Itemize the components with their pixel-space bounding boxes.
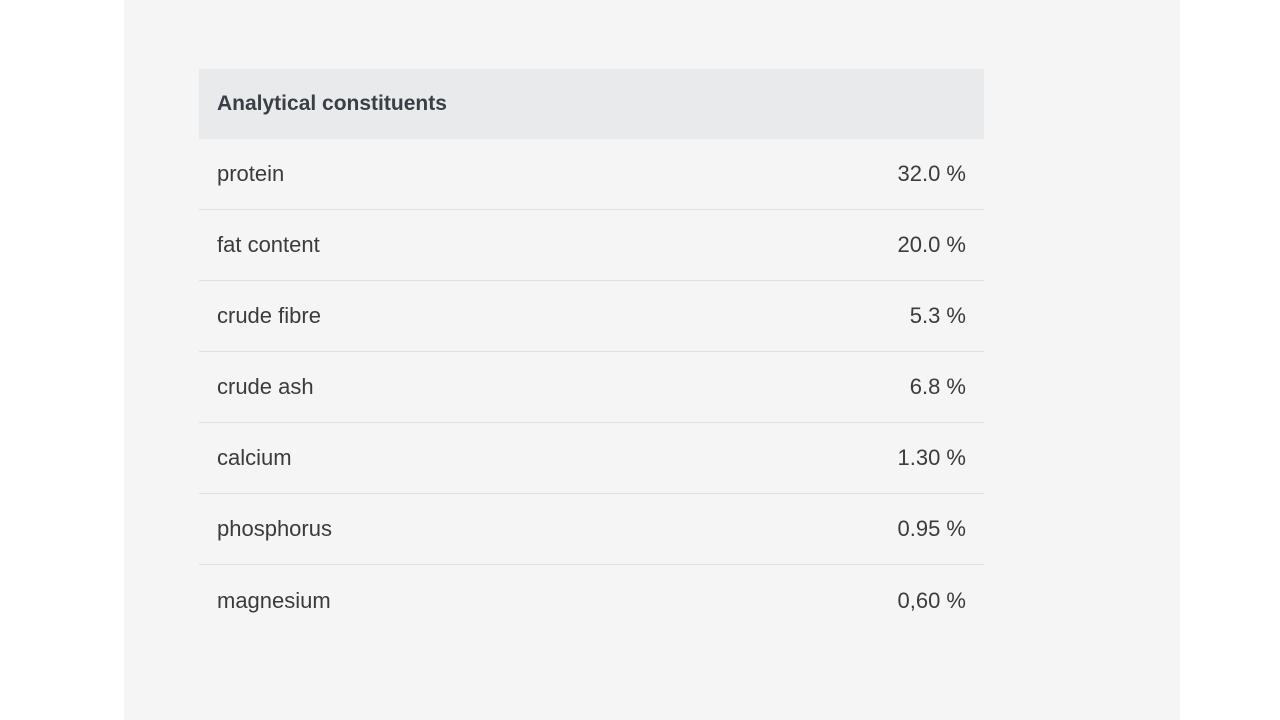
row-name: fat content — [217, 232, 320, 257]
content-panel: Analytical constituents protein 32.0 % f… — [124, 0, 1180, 720]
row-value: 32.0 % — [897, 161, 967, 186]
row-name: calcium — [217, 445, 292, 470]
table-row: crude fibre 5.3 % — [199, 281, 984, 352]
row-value: 1.30 % — [897, 445, 967, 470]
row-name: magnesium — [217, 587, 331, 613]
table-row: protein 32.0 % — [199, 139, 984, 210]
row-value: 20.0 % — [897, 232, 967, 257]
row-value: 0,60 % — [897, 587, 967, 613]
row-name: protein — [217, 161, 285, 186]
table-row: crude ash 6.8 % — [199, 352, 984, 423]
table-row: magnesium 0,60 % — [199, 565, 984, 636]
row-value: 5.3 % — [909, 303, 966, 328]
table-title: Analytical constituents — [217, 92, 447, 115]
row-name: crude fibre — [217, 303, 321, 328]
row-name: crude ash — [217, 374, 314, 399]
table-row: phosphorus 0.95 % — [199, 494, 984, 565]
analytical-constituents-table: Analytical constituents protein 32.0 % f… — [199, 69, 984, 636]
table-header: Analytical constituents — [199, 69, 984, 139]
row-name: phosphorus — [217, 516, 332, 541]
table-row: calcium 1.30 % — [199, 423, 984, 494]
table-row: fat content 20.0 % — [199, 210, 984, 281]
row-value: 0.95 % — [897, 516, 967, 541]
row-value: 6.8 % — [909, 374, 966, 399]
